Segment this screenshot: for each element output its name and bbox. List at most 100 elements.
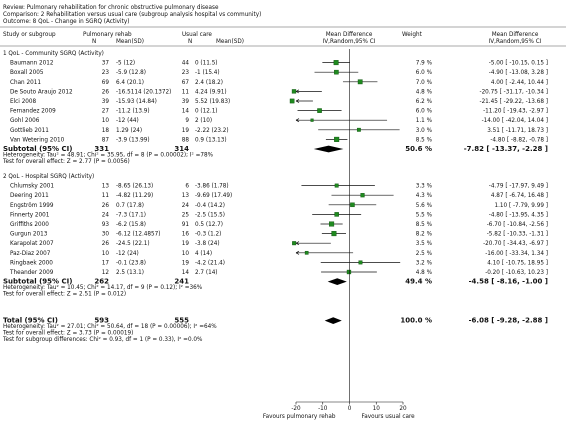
study-ci-text: -20.70 [ -34.43, -6.97 ] xyxy=(483,241,548,247)
x-tick-label: -10 xyxy=(318,406,328,412)
outcome-title: Outcome: 8 QoL - Change in SGRQ (Activit… xyxy=(3,19,129,25)
subtotal-ci-text: -7.82 [ -13.37, -2.28 ] xyxy=(464,145,548,153)
study-ctrl-n: 24 xyxy=(182,203,190,209)
study-ctrl-n: 13 xyxy=(182,193,190,199)
study-exp-n: 17 xyxy=(102,260,110,266)
study-point xyxy=(329,221,335,227)
study-name: Gohl 2006 xyxy=(10,118,40,124)
subgroup-heterogeneity: Heterogeneity: Tau² = 48.91; Chi² = 35.9… xyxy=(3,152,214,159)
study-ci-text: 4.87 [ -6.74, 16.48 ] xyxy=(491,193,548,199)
study-name: Chan 2011 xyxy=(10,80,41,86)
col-md-subheader: IV,Random,95% CI xyxy=(323,39,376,45)
study-point xyxy=(292,241,297,246)
study-exp-meansd: 6.4 (20.1) xyxy=(116,80,144,86)
study-ctrl-meansd: 0 (11.5) xyxy=(195,61,218,67)
study-ctrl-meansd: -3.8 (24) xyxy=(195,241,220,247)
study-ci-text: -14.00 [ -42.04, 14.04 ] xyxy=(482,118,548,124)
col-md-right-subheader: IV,Random,95% CI xyxy=(489,39,542,45)
study-exp-meansd: 1.29 (24) xyxy=(116,128,142,134)
study-ctrl-meansd: -0.3 (1.2) xyxy=(195,232,221,238)
study-point xyxy=(333,60,339,66)
study-ctrl-n: 44 xyxy=(182,61,190,67)
subgroup-overall-test: Test for overall effect: Z = 2.77 (P = 0… xyxy=(2,159,130,165)
study-ctrl-n: 19 xyxy=(182,241,190,247)
study-ctrl-n: 11 xyxy=(182,89,190,95)
subtotal-ci-text: -4.58 [ -8.16, -1.00 ] xyxy=(469,278,548,286)
study-ctrl-meansd: 2.7 (14) xyxy=(195,270,218,276)
study-ctrl-n: 67 xyxy=(182,80,190,86)
study-name: Gottlieb 2011 xyxy=(10,128,49,134)
col-md-right-header: Mean Difference xyxy=(492,32,539,38)
study-ctrl-n: 39 xyxy=(182,99,190,105)
col-md-header: Mean Difference xyxy=(326,32,373,38)
study-weight: 6.0 % xyxy=(416,70,433,76)
study-exp-n: 13 xyxy=(102,184,110,190)
col-exp-meansd-header: Mean(SD) xyxy=(116,39,144,45)
col-study-header: Study or subgroup xyxy=(3,32,56,38)
study-name: Finnerty 2001 xyxy=(10,212,50,218)
study-weight: 7.0 % xyxy=(416,80,433,86)
study-weight: 4.8 % xyxy=(416,89,433,95)
study-point xyxy=(331,231,337,237)
study-ci-text: -4.80 [ -8.82, -0.78 ] xyxy=(490,137,548,143)
study-point xyxy=(334,183,339,188)
study-exp-meansd: 0.7 (17.8) xyxy=(116,203,144,209)
study-ctrl-n: 25 xyxy=(182,212,190,218)
study-ctrl-meansd: 0.9 (13.13) xyxy=(195,137,227,143)
total-ci-text: -6.08 [ -9.28, -2.88 ] xyxy=(469,317,548,325)
study-weight: 1.1 % xyxy=(416,118,433,124)
total-overall-test: Test for overall effect: Z = 3.73 (P = 0… xyxy=(2,331,133,337)
study-point xyxy=(334,69,339,75)
review-title: Review: Pulmonary rehabilitation for chr… xyxy=(3,5,219,11)
study-ci-text: -4.79 [ -17.97, 9.49 ] xyxy=(489,184,548,190)
study-exp-n: 18 xyxy=(102,128,110,134)
study-exp-n: 11 xyxy=(102,193,110,199)
study-exp-n: 87 xyxy=(102,137,110,143)
study-ci-text: -5.82 [ -10.33, -1.31 ] xyxy=(487,232,548,238)
study-ctrl-meansd: -1 (15.4) xyxy=(195,70,220,76)
study-ci-text: -6.70 [ -10.84, -2.56 ] xyxy=(487,222,548,228)
study-point xyxy=(360,193,365,198)
subgroup-title: 2 QoL - Hospital SGRQ (Activity) xyxy=(3,174,94,180)
study-ci-text: -20.75 [ -31.17, -10.34 ] xyxy=(480,89,548,95)
study-exp-meansd: -5 (12) xyxy=(116,61,135,67)
subtotal-weight: 49.4 % xyxy=(405,278,432,286)
study-ci-text: 4.00 [ -2.44, 10.44 ] xyxy=(491,80,548,86)
study-weight: 6.2 % xyxy=(416,99,433,105)
study-name: Van Wetering 2010 xyxy=(10,137,65,143)
study-point xyxy=(334,212,339,217)
study-name: Baumann 2012 xyxy=(10,61,54,67)
study-ctrl-n: 6 xyxy=(185,184,189,190)
study-ctrl-meansd: -4.2 (21.4) xyxy=(195,260,225,266)
study-weight: 2.5 % xyxy=(416,251,433,257)
study-ci-line-arrow-left xyxy=(295,118,300,123)
total-weight: 100.0 % xyxy=(400,317,432,325)
study-name: Fernandez 2009 xyxy=(10,109,56,115)
study-ctrl-meansd: 0.5 (12.7) xyxy=(195,222,223,228)
col-exp-header: Pulmonary rehab xyxy=(83,32,132,38)
study-ctrl-n: 19 xyxy=(182,260,190,266)
study-ci-text: -0.20 [ -10.63, 10.23 ] xyxy=(485,270,548,276)
study-exp-meansd: -8.65 (26.13) xyxy=(116,184,153,190)
study-weight: 5.5 % xyxy=(416,212,433,218)
col-weight-header: Weight xyxy=(402,32,423,38)
study-exp-n: 26 xyxy=(102,203,110,209)
study-weight: 6.0 % xyxy=(416,109,433,115)
study-exp-meansd: -12 (44) xyxy=(116,118,139,124)
study-ctrl-n: 14 xyxy=(182,109,190,115)
subtotal-ctrl-n: 241 xyxy=(174,278,189,286)
subtotal-ctrl-n: 314 xyxy=(174,145,189,153)
study-ctrl-n: 91 xyxy=(182,222,190,228)
study-exp-meansd: -6.12 (12.4857) xyxy=(116,232,160,238)
study-weight: 8.5 % xyxy=(416,222,433,228)
study-weight: 3.3 % xyxy=(416,184,433,190)
study-name: De Souto Araujo 2012 xyxy=(10,89,73,95)
comparison-title: Comparison: 2 Rehabilitation versus usua… xyxy=(3,12,261,18)
study-exp-n: 27 xyxy=(102,109,110,115)
study-ctrl-n: 88 xyxy=(182,137,190,143)
subtotal-diamond xyxy=(313,145,344,153)
study-name: Deering 2011 xyxy=(10,193,49,199)
study-exp-meansd: -4.82 (11.29) xyxy=(116,193,153,199)
study-exp-meansd: -24.5 (22.1) xyxy=(116,241,150,247)
